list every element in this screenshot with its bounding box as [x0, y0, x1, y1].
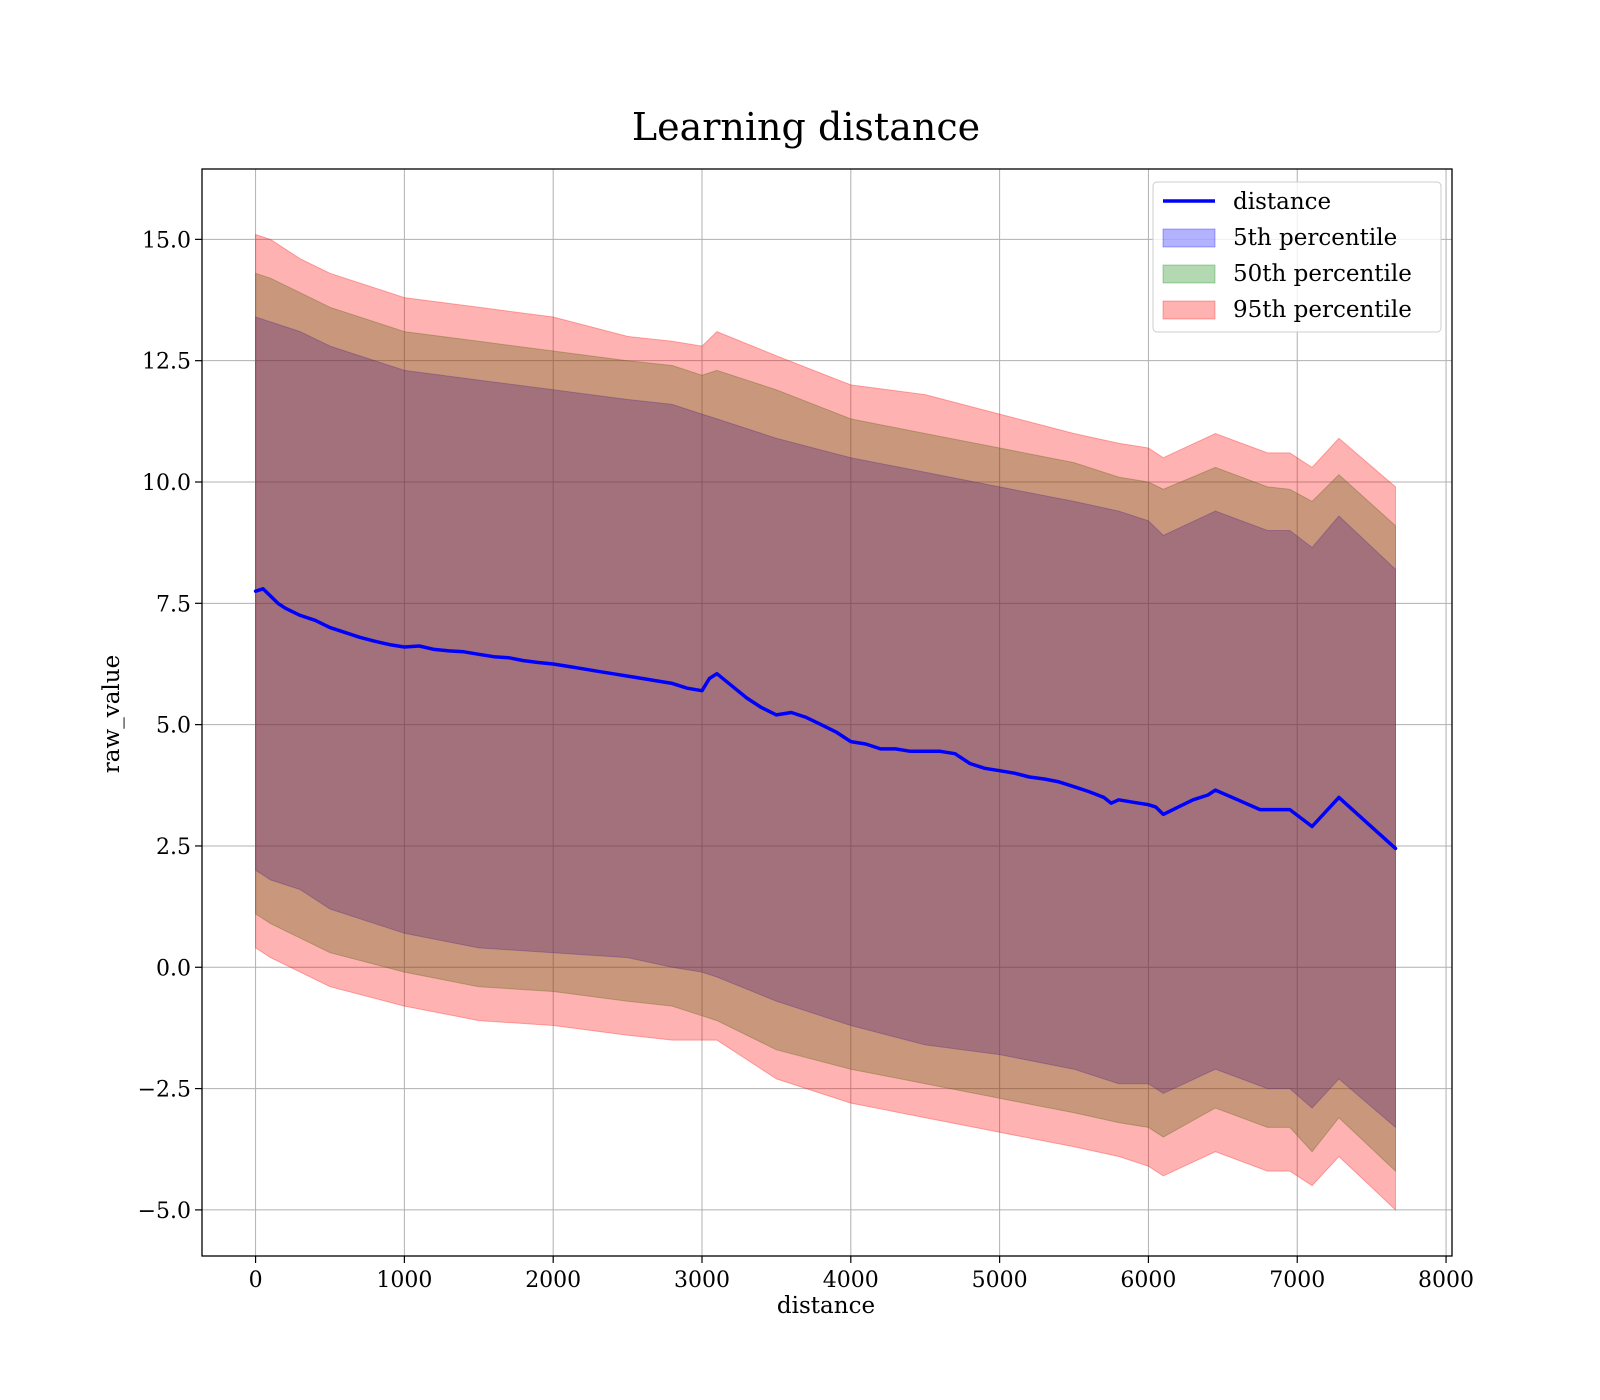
- band-50th-percentile: [255, 272, 1396, 1173]
- x-tick-label: 3000: [674, 1268, 730, 1293]
- chart-title: Learning distance: [632, 105, 980, 149]
- y-axis-ticks: −5.0 −2.5 0.0 2.5 5.0 7.5 10.0 12.5 15.0: [138, 228, 202, 1224]
- percentile-bands: [255, 233, 1396, 1212]
- legend-label-95th: 95th percentile: [1233, 297, 1412, 323]
- x-tick-label: 2000: [525, 1268, 581, 1293]
- x-tick-label: 5000: [972, 1268, 1028, 1293]
- plot-frame: [201, 168, 1453, 1257]
- grid: [202, 169, 1452, 1256]
- y-tick-label: 7.5: [156, 592, 191, 617]
- y-tick-label: 12.5: [142, 350, 191, 375]
- y-tick-label: 0.0: [156, 956, 191, 981]
- distance-line-layer: [253, 587, 1398, 851]
- y-tick-label: 2.5: [156, 835, 191, 860]
- band-5th-percentile: [255, 316, 1396, 1129]
- x-axis-ticks: 0 1000 2000 3000 4000 5000 6000 7000 8000: [249, 1256, 1474, 1293]
- legend-label-50th: 50th percentile: [1233, 261, 1412, 287]
- y-tick-label: −2.5: [138, 1078, 191, 1103]
- legend: distance 5th percentile 50th percentile …: [1152, 181, 1442, 333]
- legend-swatch-95th: [1162, 300, 1216, 320]
- x-tick-label: 8000: [1418, 1268, 1474, 1293]
- y-tick-label: 5.0: [156, 714, 191, 739]
- legend-swatch-5th: [1162, 228, 1216, 248]
- x-tick-label: 7000: [1269, 1268, 1325, 1293]
- x-tick-label: 1000: [376, 1268, 432, 1293]
- y-tick-label: 10.0: [142, 471, 191, 496]
- y-tick-label: 15.0: [142, 228, 191, 253]
- x-tick-label: 4000: [823, 1268, 879, 1293]
- distance-line: [253, 587, 1398, 851]
- y-axis-label: raw_value: [99, 655, 125, 773]
- legend-label-distance: distance: [1233, 189, 1331, 215]
- legend-label-5th: 5th percentile: [1233, 225, 1397, 251]
- x-tick-label: 0: [249, 1268, 263, 1293]
- x-axis-label: distance: [777, 1293, 875, 1319]
- y-tick-label: −5.0: [138, 1199, 191, 1224]
- legend-box: [1152, 181, 1442, 333]
- band-95th-percentile: [255, 233, 1396, 1212]
- x-tick-label: 6000: [1120, 1268, 1176, 1293]
- legend-swatch-50th: [1162, 264, 1216, 284]
